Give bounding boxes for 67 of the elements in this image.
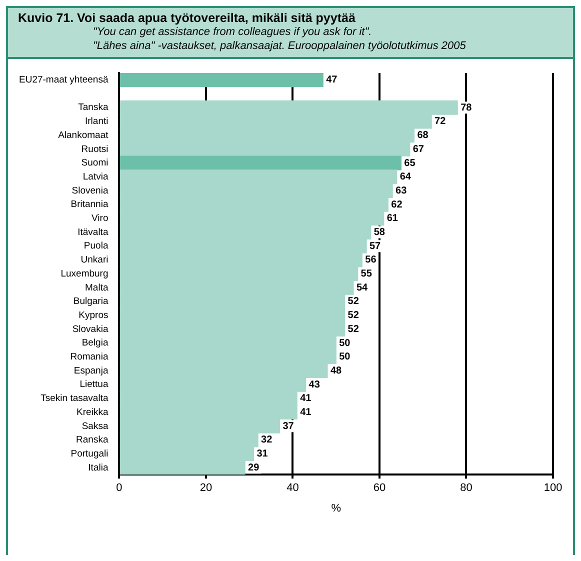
data-label: 64 — [400, 172, 412, 183]
data-label: 31 — [256, 448, 268, 460]
chart-subtitle: "You can get assistance from colleagues if you ask for it". "Lähes aina" -vastaukset, palkansaajat. Eurooppalainen työolotutkimus 2005 — [92, 25, 467, 53]
y-tick-label: EU27-maat yhteensä — [18, 74, 109, 86]
x-tick-label: 60 — [373, 482, 386, 494]
y-tick-label: Irlanti — [85, 116, 108, 128]
x-tick-label: 100 — [544, 482, 562, 494]
data-label: 50 — [339, 352, 351, 363]
y-tick-label: Slovenia — [72, 185, 109, 196]
data-label: 62 — [391, 199, 403, 210]
y-tick-label: Slovakia — [72, 324, 109, 335]
data-label: 63 — [396, 185, 408, 196]
data-label: 61 — [386, 213, 398, 224]
y-tick-label: Romania — [70, 352, 109, 363]
y-tick-label: Italia — [88, 462, 109, 474]
y-tick-label: Tanska — [78, 102, 109, 114]
data-label: 72 — [434, 116, 446, 128]
y-tick-label: Alankomaat — [58, 130, 109, 141]
x-tick-label: 40 — [286, 482, 299, 494]
data-label: 41 — [300, 393, 312, 404]
y-tick-label: Puola — [84, 240, 109, 252]
y-tick-label: Itävalta — [78, 226, 109, 238]
y-tick-label: Britannia — [70, 199, 109, 210]
data-label: 29 — [248, 462, 260, 474]
y-tick-label: Ranska — [76, 434, 109, 446]
chart-title: Kuvio 71. Voi saada apua työtovereilta, mikäli sitä pyytää — [18, 11, 356, 25]
x-tick-label: 80 — [460, 482, 472, 494]
y-tick-label: Portugali — [70, 448, 108, 460]
data-label: 47 — [326, 74, 338, 86]
data-label: 41 — [300, 407, 312, 418]
y-tick-label: Luxemburg — [60, 268, 108, 280]
data-label: 58 — [374, 227, 386, 238]
y-tick-label: Unkari — [80, 254, 108, 266]
data-label: 78 — [460, 102, 472, 114]
bar — [120, 73, 324, 88]
y-tick-label: Tsekin tasavalta — [40, 393, 109, 404]
data-label: 65 — [404, 158, 416, 169]
y-tick-label: Kreikka — [76, 406, 109, 418]
y-tick-label: Belgia — [82, 338, 109, 349]
y-tick-label: Ruotsi — [81, 144, 108, 155]
x-axis-title: % — [331, 502, 342, 514]
bar — [120, 156, 402, 170]
data-label: 57 — [369, 240, 382, 252]
y-tick-label: Malta — [85, 282, 109, 294]
data-label: 52 — [348, 296, 360, 308]
data-label: 52 — [348, 310, 360, 322]
data-label: 54 — [356, 282, 368, 294]
y-tick-label: Suomi — [81, 158, 108, 169]
data-label: 68 — [417, 130, 429, 142]
data-label: 52 — [348, 324, 360, 335]
data-label: 50 — [339, 338, 351, 349]
y-tick-label: Espanja — [74, 365, 109, 376]
data-label: 67 — [412, 144, 424, 155]
y-tick-label: Viro — [92, 213, 108, 224]
y-tick-label: Saksa — [82, 420, 109, 432]
data-label: 32 — [261, 434, 273, 446]
y-tick-label: Liettua — [80, 379, 109, 390]
y-tick-label: Latvia — [82, 171, 109, 182]
y-tick-label: Kypros — [78, 310, 108, 321]
data-label: 37 — [282, 420, 294, 432]
data-label: 56 — [365, 254, 377, 266]
data-label: 55 — [360, 268, 372, 280]
y-tick-label: Bulgaria — [73, 296, 109, 308]
x-tick-label: 0 — [116, 482, 122, 494]
x-tick-label: 20 — [200, 482, 212, 494]
data-label: 43 — [308, 379, 320, 390]
data-label: 48 — [330, 365, 342, 376]
